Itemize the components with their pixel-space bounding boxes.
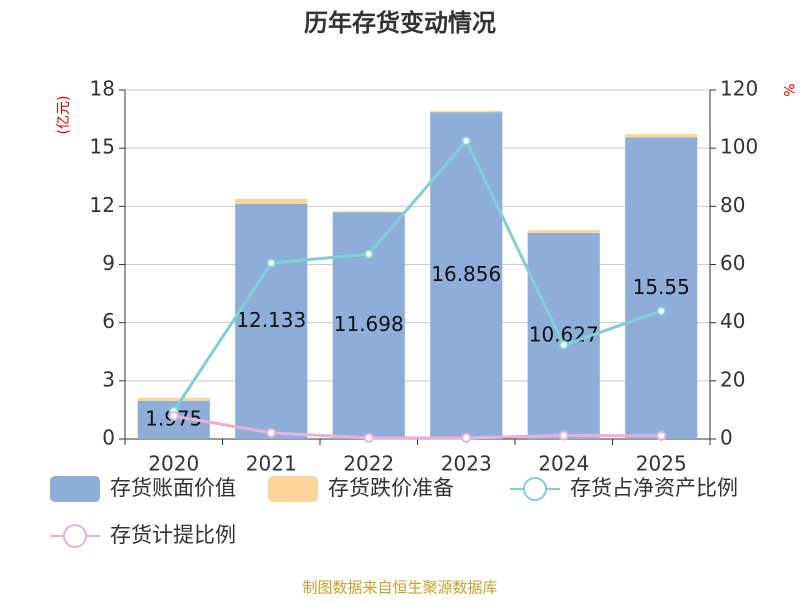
y2-axis-label: % [780,83,796,96]
legend-label: 存货跌价准备 [328,476,454,500]
legend-swatch [268,476,318,502]
y2-tick-label: 60 [720,251,745,275]
y-tick-label: 6 [102,309,115,333]
line-point [168,411,179,422]
bar [235,198,308,204]
y2-tick-label: 100 [720,135,758,159]
y2-tick-label: 40 [720,309,745,333]
line-point [558,430,569,441]
line-point [363,432,374,443]
bar [625,134,698,138]
y-axis-label: (亿元) [56,96,72,135]
line-point [266,258,277,269]
bar [430,110,503,113]
y-tick-label: 18 [90,77,115,101]
y2-tick-label: 0 [720,426,733,450]
line [172,138,662,412]
y2-tick-label: 80 [720,193,745,217]
line [173,414,662,440]
bar [137,397,210,401]
line-point [461,135,472,146]
legend-label: 存货占净资产比例 [570,476,738,500]
line-point [656,430,667,441]
legend-swatch [63,524,87,548]
y2-tick-label: 20 [720,367,745,391]
legend-label: 存货计提比例 [110,523,236,547]
y2-tick-label: 120 [720,77,758,101]
data-label: 15.55 [633,275,690,299]
y-tick-label: 0 [102,426,115,450]
line-point [558,340,569,351]
bar [332,211,405,213]
x-tick-label: 2022 [343,452,394,476]
y-tick-label: 3 [102,367,115,391]
legend-swatch [50,476,100,502]
line-point [266,427,277,438]
y-tick-label: 15 [90,135,115,159]
data-label: 12.133 [236,308,306,332]
x-tick-label: 2025 [636,452,687,476]
legend-swatch [523,477,547,501]
x-tick-label: 2024 [538,452,589,476]
x-tick-label: 2021 [246,452,297,476]
bar [235,203,308,439]
chart-title: 历年存货变动情况 [304,9,496,37]
y-tick-label: 12 [90,193,115,217]
x-tick-label: 2020 [148,452,199,476]
line-point [363,249,374,260]
source-note: 制图数据来自恒生聚源数据库 [302,579,497,597]
line-point [461,432,472,443]
data-label: 11.698 [334,312,404,336]
bar [625,137,698,439]
line-point [656,306,667,317]
legend-label: 存货账面价值 [110,476,236,500]
bar [527,230,600,233]
y-tick-label: 9 [102,251,115,275]
x-tick-label: 2023 [441,452,492,476]
data-label: 16.856 [431,262,501,286]
